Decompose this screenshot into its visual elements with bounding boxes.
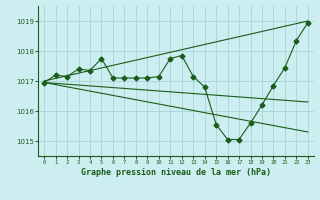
X-axis label: Graphe pression niveau de la mer (hPa): Graphe pression niveau de la mer (hPa) [81, 168, 271, 177]
